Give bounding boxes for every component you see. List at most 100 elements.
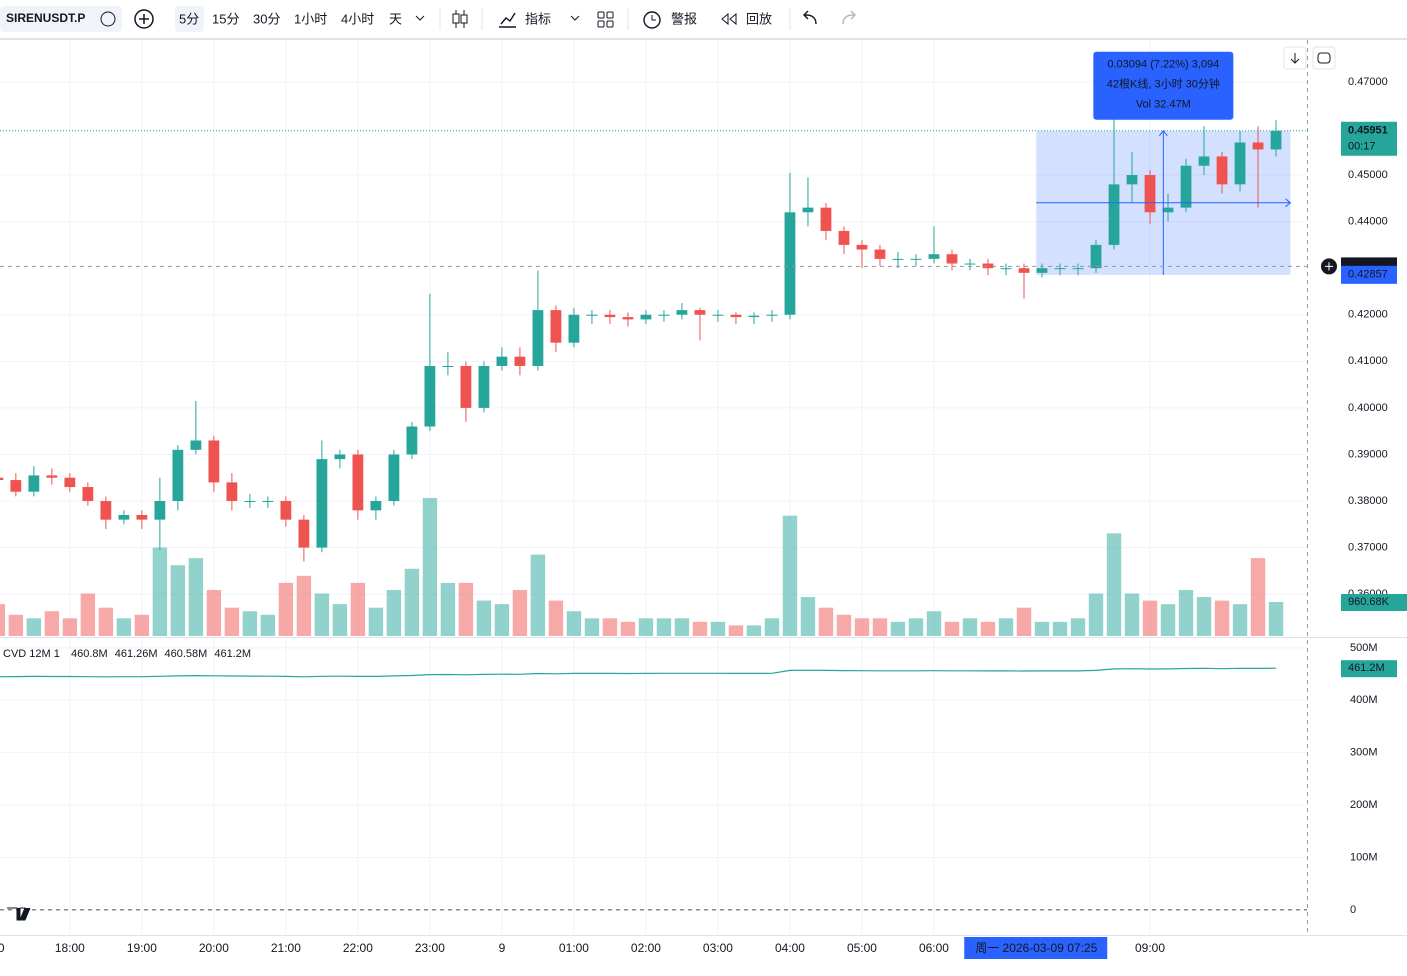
volume-label: 960.68K <box>1348 596 1390 608</box>
alert-button[interactable]: 警报 <box>671 11 697 26</box>
candle-body <box>622 317 634 320</box>
alert-icon[interactable] <box>651 15 656 21</box>
chart-type-icon[interactable] <box>460 14 468 24</box>
replay-icon[interactable] <box>721 12 737 26</box>
volume-bar <box>440 582 456 636</box>
reset-button[interactable] <box>1312 46 1336 70</box>
cvd-tick-label: 200M <box>1350 799 1378 811</box>
interval-dropdown[interactable] <box>415 15 425 21</box>
volume-bar <box>26 618 42 636</box>
interval-button[interactable]: 4小时 <box>341 11 374 26</box>
candle-body <box>406 426 418 455</box>
volume-bar <box>566 611 582 636</box>
volume-bar <box>224 607 240 636</box>
cvd-legend-value: 460.58M <box>165 648 208 660</box>
volume-bar <box>836 614 852 636</box>
symbol-box[interactable] <box>0 6 122 32</box>
candle-body <box>730 314 742 318</box>
cvd-label-box <box>1341 660 1397 678</box>
candle-body <box>1144 175 1156 213</box>
candle-body <box>604 314 616 318</box>
candle-body <box>100 501 112 520</box>
indicators-button[interactable]: 指标 <box>525 11 551 26</box>
layouts-icon[interactable] <box>597 11 614 28</box>
volume-bar <box>314 593 330 636</box>
crosshair-add-icon <box>1325 262 1333 271</box>
indicators-dropdown[interactable] <box>570 15 580 21</box>
candle-body <box>838 230 850 245</box>
measure-arrow-head <box>1285 198 1292 208</box>
candle-body <box>460 365 472 408</box>
volume-bar <box>548 600 564 636</box>
volume-bar <box>116 618 132 636</box>
candle-body <box>316 459 328 548</box>
cvd-line <box>0 667 1277 678</box>
y-tick-label: 0.44000 <box>1348 216 1388 228</box>
add-symbol-button[interactable] <box>134 9 154 29</box>
candle-body <box>802 207 814 213</box>
volume-bar <box>1178 589 1194 636</box>
volume-bar <box>908 618 924 636</box>
volume-bar <box>890 621 906 636</box>
scroll-icon <box>1290 53 1300 64</box>
last-price-box <box>1341 121 1397 156</box>
symbol-icon[interactable] <box>100 11 116 27</box>
candle-body <box>1018 268 1030 273</box>
candle-body <box>1072 268 1084 270</box>
x-tick-label: 9 <box>499 941 506 955</box>
candle-body <box>1216 156 1228 185</box>
measure-arrow-head <box>1158 129 1168 137</box>
volume-bar <box>728 625 744 636</box>
cvd-tick-label: 300M <box>1350 747 1378 759</box>
measure-tooltip-text: Vol 32.47M <box>1136 99 1191 111</box>
y-tick-label: 0.40000 <box>1348 402 1388 414</box>
measure-tooltip-text: 0.03094 (7.22%) 3,094 <box>1107 59 1219 71</box>
candle-body <box>1090 244 1102 269</box>
interval-button[interactable]: 15分 <box>212 11 239 26</box>
x-tick-label: 06:00 <box>919 941 949 955</box>
x-tick-label: 18:00 <box>55 941 85 955</box>
candle-body <box>982 263 994 269</box>
cvd-tick-label: 0 <box>1350 904 1356 916</box>
volume-bar <box>368 607 384 636</box>
volume-bar <box>242 611 258 636</box>
candle-body <box>1234 142 1246 185</box>
volume-bar <box>1052 621 1068 636</box>
candle-body <box>298 519 310 548</box>
cvd-legend-value: 461.2M <box>214 648 251 660</box>
interval-button[interactable]: 天 <box>389 11 402 26</box>
y-tick-label: 0.45000 <box>1348 169 1388 181</box>
volume-bar <box>872 618 888 636</box>
symbol[interactable]: SIRENUSDT.P <box>6 11 85 25</box>
volume-bar <box>980 621 996 636</box>
interval-button[interactable]: 30分 <box>253 11 280 26</box>
candle-body <box>478 365 490 408</box>
candle-body <box>568 314 580 343</box>
chart-type-icon[interactable] <box>452 13 460 24</box>
volume-bar <box>44 611 60 636</box>
volume-bar <box>530 554 546 636</box>
candle-body <box>658 314 670 316</box>
undo-button[interactable] <box>803 10 817 25</box>
y-tick-label: 0.42000 <box>1348 309 1388 321</box>
cvd-label: 461.2M <box>1348 662 1385 674</box>
interval-button[interactable]: 5分 <box>179 11 199 26</box>
volume-bar <box>260 614 276 636</box>
volume-bar <box>8 614 24 636</box>
candle-body <box>28 475 40 492</box>
overlay-layer: 0.03094 (7.22%) 3,094 42根K线, 3小时 30分钟 Vol … <box>0 51 1307 275</box>
interval-button[interactable]: 1小时 <box>294 11 327 26</box>
active-interval-bg <box>175 6 204 32</box>
volume-bar <box>1232 604 1248 636</box>
volume-bar <box>674 618 690 636</box>
redo-button[interactable] <box>842 10 856 25</box>
replay-button[interactable]: 回放 <box>746 11 772 26</box>
cvd-legend-value: 461.26M <box>115 648 158 660</box>
volume-bar <box>1070 618 1086 636</box>
indicators-icon[interactable] <box>499 12 516 28</box>
volume-bar <box>998 618 1014 636</box>
alert-icon[interactable] <box>643 11 661 29</box>
x-tick-label: 09:00 <box>1135 941 1165 955</box>
volume-bar <box>350 582 366 636</box>
